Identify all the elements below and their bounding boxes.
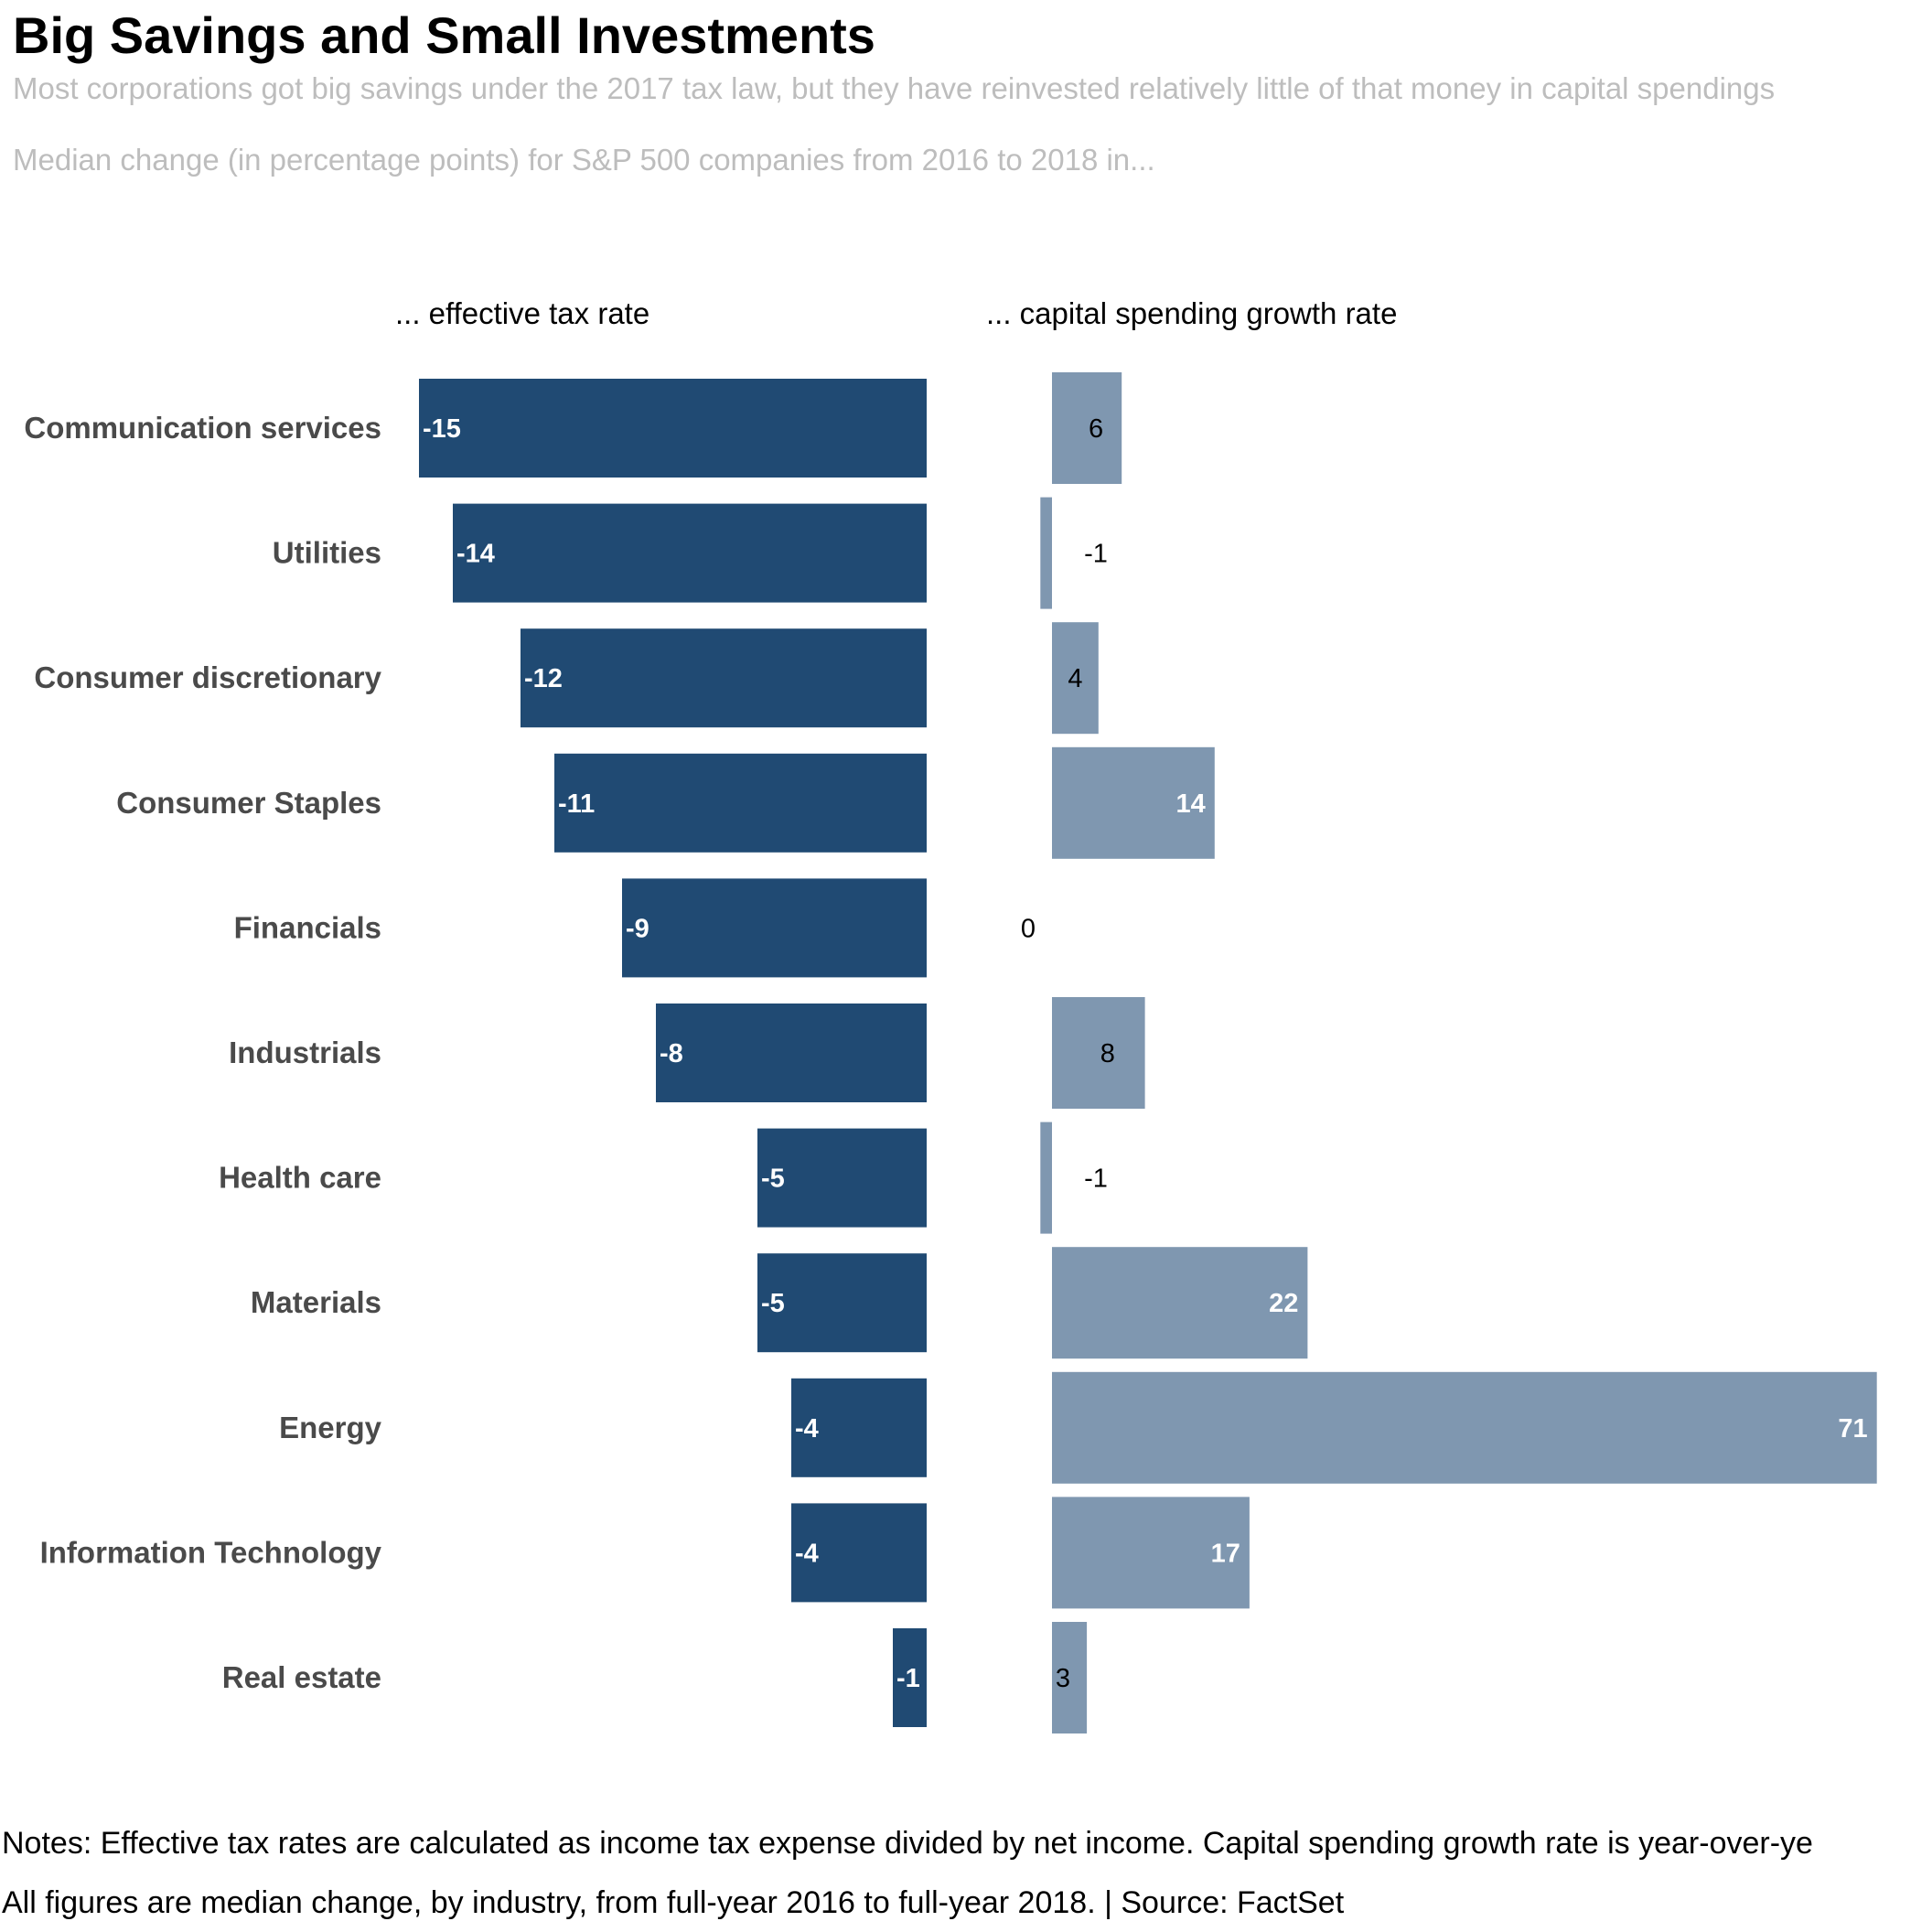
tax-rate-bar: [757, 1128, 927, 1228]
tax-rate-value-label: -15: [423, 414, 461, 444]
tax-rate-bar: [419, 379, 927, 478]
capex-bar: [1052, 1371, 1877, 1484]
capex-bar: [1052, 997, 1145, 1109]
category-label: Communication services: [24, 411, 381, 445]
category-labels: Communication services Utilities Consumer …: [24, 411, 381, 1694]
tax-rate-bar: [791, 1378, 927, 1477]
tax-rate-value-label: -4: [795, 1539, 819, 1568]
tax-rate-value-label: -5: [761, 1165, 785, 1194]
tax-rate-value-label: -4: [795, 1414, 819, 1444]
tax-rate-bar: [554, 753, 927, 853]
tax-rate-bar: [791, 1503, 927, 1603]
capex-bar: [1052, 1622, 1088, 1733]
capex-value-label: 3: [1056, 1664, 1070, 1693]
tax-rate-value-label: -9: [626, 914, 649, 943]
capex-bars: 6 -1 4 14 0 8 -1 22 71 17 3: [1021, 372, 1877, 1733]
capex-value-label: 14: [1176, 789, 1206, 819]
capex-value-label: 4: [1068, 664, 1082, 693]
chart-subtitle: Most corporations got big savings under …: [13, 71, 1776, 105]
capex-value-label: -1: [1084, 1165, 1108, 1194]
capex-bar: [1052, 746, 1215, 859]
category-label: Information Technology: [40, 1535, 382, 1569]
notes-line-1: Notes: Effective tax rates are calculate…: [2, 1826, 1813, 1861]
capex-bar: [1040, 1122, 1052, 1234]
capex-bar: [1040, 497, 1052, 609]
capex-value-label: 22: [1269, 1289, 1298, 1318]
panel-label-capital-spending: ... capital spending growth rate: [986, 296, 1397, 330]
tax-rate-bars: -15 -14 -12 -11 -9 -8 -5 -5 -4 -4 -1: [419, 379, 927, 1727]
category-label: Energy: [279, 1411, 382, 1444]
chart-title: Big Savings and Small Investments: [13, 6, 875, 64]
category-label: Financials: [234, 910, 381, 944]
category-label: Consumer Staples: [116, 786, 381, 820]
notes-line-2: All figures are median change, by indust…: [2, 1885, 1345, 1920]
capex-bar: [1052, 372, 1122, 484]
tax-rate-value-label: -14: [456, 540, 495, 569]
tax-rate-bar: [656, 1004, 927, 1102]
tax-rate-bar: [622, 878, 927, 978]
category-label: Real estate: [222, 1660, 381, 1694]
tax-rate-value-label: -11: [558, 789, 595, 819]
tax-rate-value-label: -5: [761, 1289, 785, 1318]
category-label: Industrials: [229, 1036, 381, 1069]
tax-rate-bar: [453, 503, 927, 603]
tax-rate-bar: [521, 628, 927, 728]
tax-rate-value-label: -8: [660, 1039, 683, 1068]
capex-value-label: 71: [1838, 1414, 1867, 1444]
tax-rate-value-label: -1: [896, 1664, 920, 1693]
capex-value-label: 17: [1211, 1539, 1240, 1568]
capex-value-label: 8: [1100, 1039, 1115, 1068]
capex-value-label: 6: [1089, 414, 1103, 444]
chart-subtitle-secondary: Median change (in percentage points) for…: [13, 143, 1155, 177]
capex-value-label: 0: [1021, 914, 1036, 943]
tax-rate-bar: [757, 1253, 927, 1353]
tax-rate-value-label: -12: [524, 664, 563, 693]
category-label: Health care: [219, 1161, 381, 1195]
capex-bar: [1052, 1497, 1250, 1609]
chart-area: ... effective tax rate ... capital spend…: [24, 296, 1877, 1733]
capex-value-label: -1: [1084, 540, 1108, 569]
category-label: Consumer discretionary: [34, 660, 381, 694]
panel-label-tax-rate: ... effective tax rate: [395, 296, 649, 330]
capex-bar: [1052, 1247, 1308, 1359]
capex-bar: [1052, 622, 1099, 735]
category-label: Utilities: [273, 536, 381, 570]
category-label: Materials: [251, 1285, 381, 1319]
tax-rate-bar: [893, 1628, 927, 1727]
